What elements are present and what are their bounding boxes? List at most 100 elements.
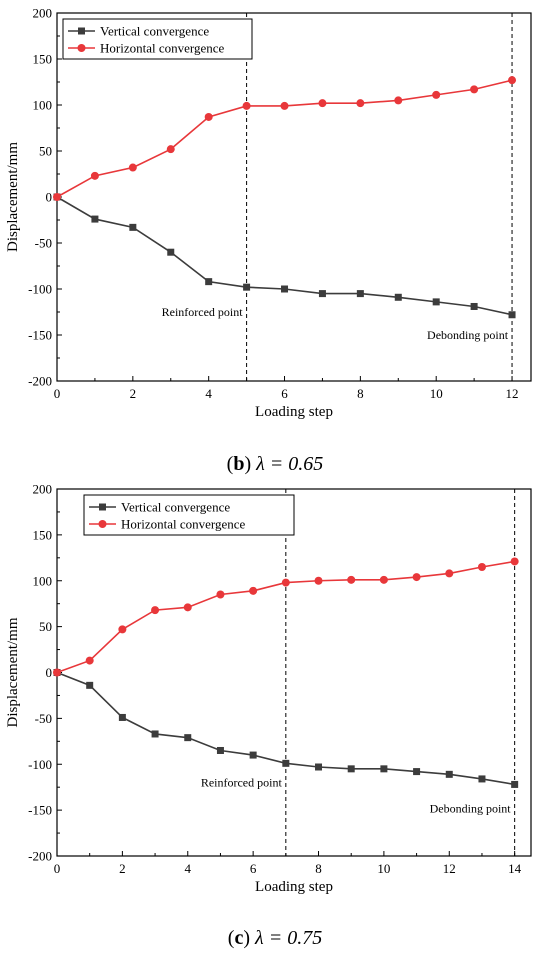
y-tick-label: 100 <box>33 98 53 113</box>
annotation-label: Debonding point <box>427 328 509 342</box>
x-tick-label: 0 <box>54 386 61 401</box>
data-point-vertical <box>243 283 251 291</box>
x-tick-label: 8 <box>357 386 364 401</box>
x-axis-label: Loading step <box>255 879 333 895</box>
caption-paren-open: ( <box>227 453 234 475</box>
data-point-vertical <box>356 290 364 298</box>
data-point-vertical <box>86 681 94 689</box>
x-tick-label: 2 <box>130 386 137 401</box>
data-point-horizontal <box>432 90 441 99</box>
y-tick-label: -100 <box>28 282 52 297</box>
series-line-horizontal <box>56 79 513 198</box>
x-tick-label: 10 <box>377 861 390 876</box>
y-tick-label: 200 <box>33 6 53 21</box>
y-tick-label: 150 <box>33 527 53 542</box>
caption: (c) λ = 0.75 <box>228 927 322 949</box>
data-point-vertical <box>184 734 192 742</box>
data-point-vertical <box>380 765 388 773</box>
legend-box <box>62 18 253 60</box>
annotation-label: Debonding point <box>430 801 512 815</box>
y-tick-label: -100 <box>28 757 52 772</box>
data-point-vertical <box>470 302 478 310</box>
data-point-horizontal <box>249 586 258 595</box>
legend-label: Horizontal convergence <box>100 41 225 56</box>
x-tick-label: 10 <box>430 386 443 401</box>
data-point-horizontal <box>412 573 421 582</box>
data-point-horizontal <box>118 625 127 634</box>
caption: (b) λ = 0.65 <box>227 453 324 475</box>
y-axis-label: Displacement/mm <box>5 617 21 727</box>
data-point-horizontal <box>242 101 251 110</box>
data-point-horizontal <box>477 562 486 571</box>
data-point-vertical <box>478 775 486 783</box>
y-tick-label: 50 <box>39 144 52 159</box>
y-tick-label: -200 <box>28 849 52 864</box>
y-axis-label: Displacement/mm <box>5 142 21 252</box>
data-point-horizontal <box>151 606 160 615</box>
y-tick-label: 150 <box>33 52 53 67</box>
data-point-horizontal <box>53 668 61 677</box>
data-point-horizontal <box>281 578 290 587</box>
x-tick-label: 14 <box>508 861 522 876</box>
x-tick-label: 2 <box>119 861 126 876</box>
data-point-vertical <box>511 780 519 788</box>
legend-label: Vertical convergence <box>121 500 230 515</box>
y-tick-label: 0 <box>46 190 53 205</box>
legend-label: Vertical convergence <box>100 24 209 39</box>
data-point-vertical <box>167 248 175 256</box>
data-point-horizontal <box>166 145 175 154</box>
caption-text: λ = 0.65 <box>251 453 323 475</box>
data-point-vertical <box>318 290 326 298</box>
data-point-horizontal <box>204 112 213 121</box>
data-point-horizontal <box>314 576 323 585</box>
legend-box <box>83 494 295 536</box>
data-point-horizontal <box>356 99 365 108</box>
y-tick-label: 0 <box>46 665 53 680</box>
y-tick-label: 100 <box>33 573 53 588</box>
x-tick-label: 8 <box>315 861 322 876</box>
legend-marker-circle <box>77 44 86 52</box>
y-tick-label: -50 <box>35 236 52 251</box>
data-point-vertical <box>118 713 126 721</box>
caption-text: λ = 0.75 <box>250 927 322 949</box>
legend: Vertical convergence Horizontal convergen… <box>62 18 253 60</box>
data-point-vertical <box>347 765 355 773</box>
legend-marker-square <box>78 27 85 35</box>
plot-frame <box>56 12 532 382</box>
data-point-horizontal <box>508 76 517 85</box>
data-point-horizontal <box>445 569 454 578</box>
data-point-horizontal <box>216 590 225 599</box>
data-point-horizontal <box>85 656 94 665</box>
data-point-vertical <box>282 759 290 767</box>
data-point-vertical <box>315 763 323 771</box>
data-point-horizontal <box>510 557 519 566</box>
caption-paren-close: ) <box>243 927 250 949</box>
data-point-horizontal <box>379 575 388 584</box>
data-point-horizontal <box>280 101 289 110</box>
data-point-vertical <box>394 293 402 301</box>
legend: Vertical convergence Horizontal convergen… <box>83 494 295 536</box>
data-point-vertical <box>508 311 516 319</box>
y-tick-label: -150 <box>28 328 52 343</box>
series-line-vertical <box>56 196 513 316</box>
caption-letter: b <box>233 453 244 475</box>
legend-marker-square <box>99 503 106 511</box>
y-tick-label: -50 <box>35 711 52 726</box>
caption-paren-open: ( <box>228 927 235 949</box>
annotation-label: Reinforced point <box>201 776 283 790</box>
y-tick-label: 200 <box>33 482 53 497</box>
data-point-horizontal <box>128 163 137 172</box>
data-point-vertical <box>432 298 440 306</box>
x-tick-label: 4 <box>205 386 212 401</box>
annotation-label: Reinforced point <box>162 305 244 319</box>
legend-marker-circle <box>98 520 107 528</box>
data-point-vertical <box>91 215 99 223</box>
data-point-horizontal <box>347 575 356 584</box>
data-point-horizontal <box>318 99 327 108</box>
x-axis-label: Loading step <box>255 404 333 420</box>
data-point-vertical <box>216 746 224 754</box>
data-point-horizontal <box>53 193 61 201</box>
